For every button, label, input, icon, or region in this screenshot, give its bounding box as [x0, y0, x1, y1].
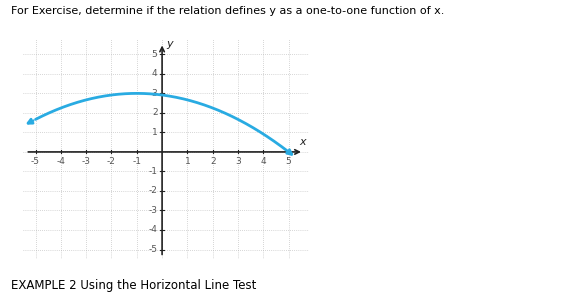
Text: -2: -2 — [107, 157, 116, 166]
Text: -3: -3 — [82, 157, 90, 166]
Text: 2: 2 — [210, 157, 216, 166]
Text: 1: 1 — [185, 157, 190, 166]
Text: 3: 3 — [235, 157, 241, 166]
Text: 5: 5 — [152, 50, 157, 59]
Text: -1: -1 — [132, 157, 141, 166]
Text: 4: 4 — [152, 69, 157, 78]
Text: x: x — [299, 137, 306, 147]
Text: 2: 2 — [152, 108, 157, 117]
Text: -3: -3 — [149, 206, 157, 215]
Text: -5: -5 — [149, 245, 157, 254]
Text: For Exercise, determine if the relation defines y as a one-to-one function of x.: For Exercise, determine if the relation … — [11, 6, 445, 16]
Text: EXAMPLE 2 Using the Horizontal Line Test: EXAMPLE 2 Using the Horizontal Line Test — [11, 279, 257, 292]
Text: 4: 4 — [260, 157, 266, 166]
Text: -2: -2 — [149, 187, 157, 195]
Text: -5: -5 — [31, 157, 40, 166]
Text: 5: 5 — [286, 157, 292, 166]
Text: -4: -4 — [149, 226, 157, 235]
Text: 3: 3 — [152, 89, 157, 98]
Text: -4: -4 — [57, 157, 65, 166]
Text: 1: 1 — [152, 128, 157, 137]
Text: y: y — [166, 39, 173, 49]
Text: -1: -1 — [149, 167, 157, 176]
